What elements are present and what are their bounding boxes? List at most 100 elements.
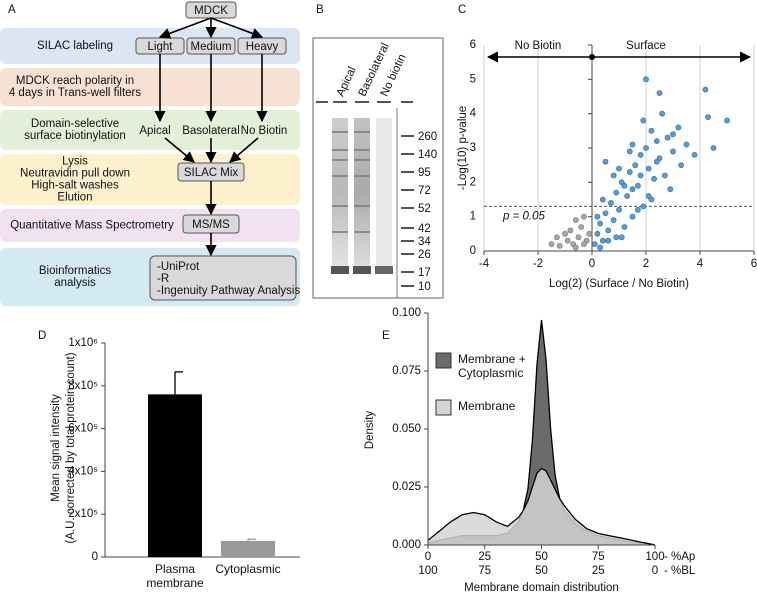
point	[626, 148, 633, 155]
point	[710, 145, 717, 151]
point	[629, 213, 636, 220]
panel-label: D	[38, 330, 46, 342]
x-tick-label: -4	[479, 258, 490, 270]
point	[705, 114, 711, 120]
arrow	[229, 137, 259, 163]
y-tick-label: 8x10⁵	[68, 380, 98, 392]
point	[602, 158, 609, 165]
point	[656, 90, 663, 96]
x2-tick-label: 50	[535, 565, 548, 577]
threshold-label: p = 0.05	[502, 210, 545, 222]
step-band	[0, 110, 300, 150]
y-axis-label: Density	[364, 411, 376, 450]
point	[581, 213, 587, 220]
point	[643, 145, 649, 151]
lane-band	[353, 266, 371, 274]
y-tick-label: 0.075	[392, 365, 421, 377]
point	[621, 224, 628, 230]
point	[629, 186, 636, 193]
x-axis-label: Log(2) (Surface / No Biotin)	[549, 278, 689, 290]
x2-tick-label: 0	[652, 565, 658, 577]
y-tick-label: 4x10⁵	[68, 465, 98, 477]
y-tick-label: 2	[470, 176, 476, 188]
point	[637, 172, 644, 179]
y-tick-label: 2x10⁵	[68, 508, 98, 520]
marker-label: 72	[418, 185, 431, 197]
arrow-origin	[589, 54, 595, 60]
point	[678, 162, 684, 169]
step-label: analysis	[54, 277, 96, 289]
area-fill	[428, 468, 655, 545]
axis-suffix: - %Ap	[664, 551, 695, 563]
point	[594, 230, 601, 237]
axis-suffix: - %BL	[664, 565, 696, 577]
point	[605, 227, 612, 234]
point	[675, 124, 682, 131]
point	[653, 138, 660, 145]
y-tick-label: 1	[470, 211, 476, 223]
panel-label: E	[382, 330, 390, 342]
step-label: surface biotinylation	[24, 130, 126, 142]
step-label: High-salt washes	[31, 180, 119, 192]
y-tick-label: 0.100	[392, 307, 421, 319]
point	[643, 76, 649, 83]
point	[621, 182, 628, 189]
y-tick-label: 0	[470, 245, 476, 257]
point	[605, 237, 612, 244]
legend-label: Membrane	[458, 399, 516, 413]
step-label: Lysis	[62, 156, 88, 168]
point	[586, 230, 593, 237]
point	[597, 244, 603, 251]
point	[610, 172, 617, 179]
x2-tick-label: 25	[592, 565, 605, 577]
panel-label: B	[316, 4, 324, 16]
point	[564, 237, 571, 244]
point	[659, 110, 666, 117]
point	[691, 151, 698, 158]
x-tick-label: 4	[697, 258, 704, 270]
y-tick-label: 6x10⁵	[68, 423, 98, 435]
point	[664, 134, 671, 141]
point	[616, 206, 622, 213]
marker-label: 26	[418, 249, 431, 261]
point	[613, 234, 620, 241]
y-tick-label: 3	[470, 142, 476, 154]
point	[640, 117, 647, 124]
point	[602, 210, 609, 217]
legend-label: Membrane + Cytoplasmic	[458, 352, 526, 380]
legend-swatch	[435, 399, 452, 416]
y-axis-label: -Log(10) p-value	[457, 106, 469, 190]
lane-smear	[354, 118, 370, 266]
analysis-box	[149, 255, 297, 301]
step-label: 4 days in Trans-well filters	[9, 87, 142, 99]
point	[683, 141, 690, 148]
y-tick-label: 6	[470, 39, 476, 51]
x-tick-label: 50	[535, 551, 548, 563]
legend-swatch	[435, 352, 452, 369]
marker-label: 95	[418, 167, 431, 179]
point	[640, 203, 647, 210]
marker-label: 34	[418, 236, 431, 248]
marker-label: 10	[418, 281, 431, 293]
point	[554, 234, 560, 241]
point	[624, 193, 630, 199]
point	[648, 196, 655, 203]
point	[613, 189, 620, 196]
box-label: MS/MS	[192, 219, 230, 231]
area-fill	[428, 320, 655, 545]
x-tick-label: 0	[589, 258, 595, 270]
arrow	[164, 137, 195, 163]
point	[591, 241, 598, 248]
step-label: Bioinformatics	[39, 265, 111, 277]
point	[597, 220, 603, 227]
point	[581, 241, 587, 248]
step-label: MDCK reach polarity in	[16, 75, 134, 87]
box-label: SILAC Mix	[184, 167, 239, 179]
panel-label: C	[458, 4, 466, 16]
y-tick-label: 5	[470, 73, 476, 85]
point	[578, 224, 585, 230]
direction-label: No Biotin	[515, 40, 562, 52]
point	[616, 165, 622, 172]
point	[556, 242, 563, 249]
